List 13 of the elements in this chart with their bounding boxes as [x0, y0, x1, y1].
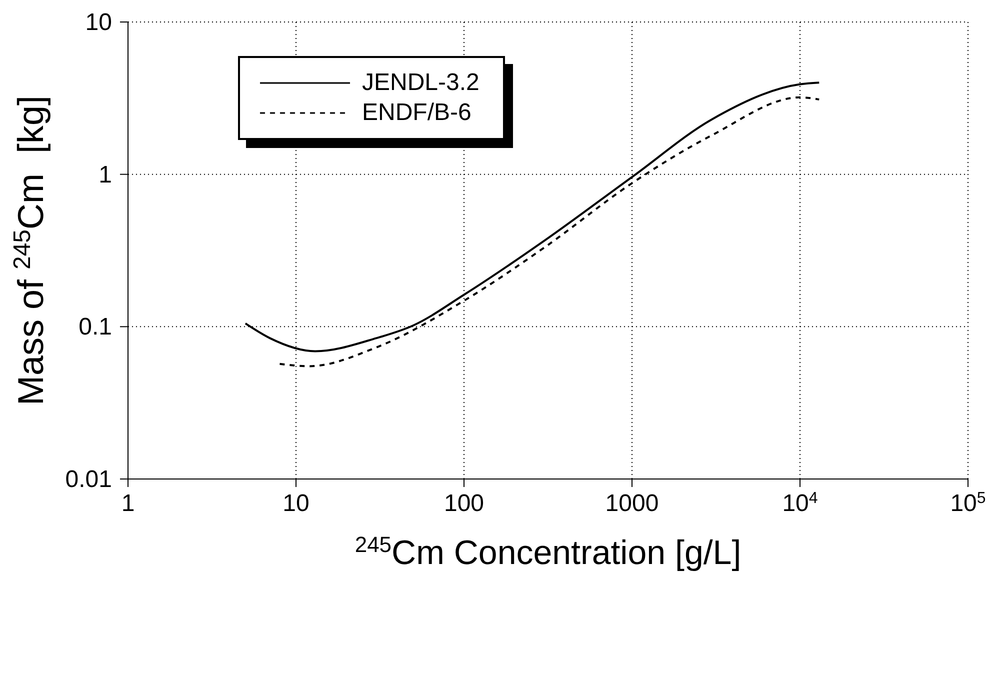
y-tick-label: 1: [98, 161, 112, 188]
y-tick-label: 0.1: [78, 314, 112, 341]
y-tick-label: 10: [85, 9, 112, 36]
legend-label: JENDL-3.2: [362, 68, 480, 98]
x-tick-label: 10$^{4}$: [782, 490, 818, 517]
x-tick-label: 1000: [605, 490, 659, 517]
x-tick-label: 10: [282, 490, 310, 517]
y-tick-label: 0.01: [65, 466, 112, 493]
x-axis-title: $^{245}$Cm Concentration [g/L]: [354, 532, 742, 572]
x-tick-label: 10$^{5}$: [950, 490, 986, 517]
x-tick-label: 100: [444, 490, 484, 517]
x-tick-label: 1: [121, 490, 135, 517]
legend-label: ENDF/B-6: [362, 98, 472, 128]
